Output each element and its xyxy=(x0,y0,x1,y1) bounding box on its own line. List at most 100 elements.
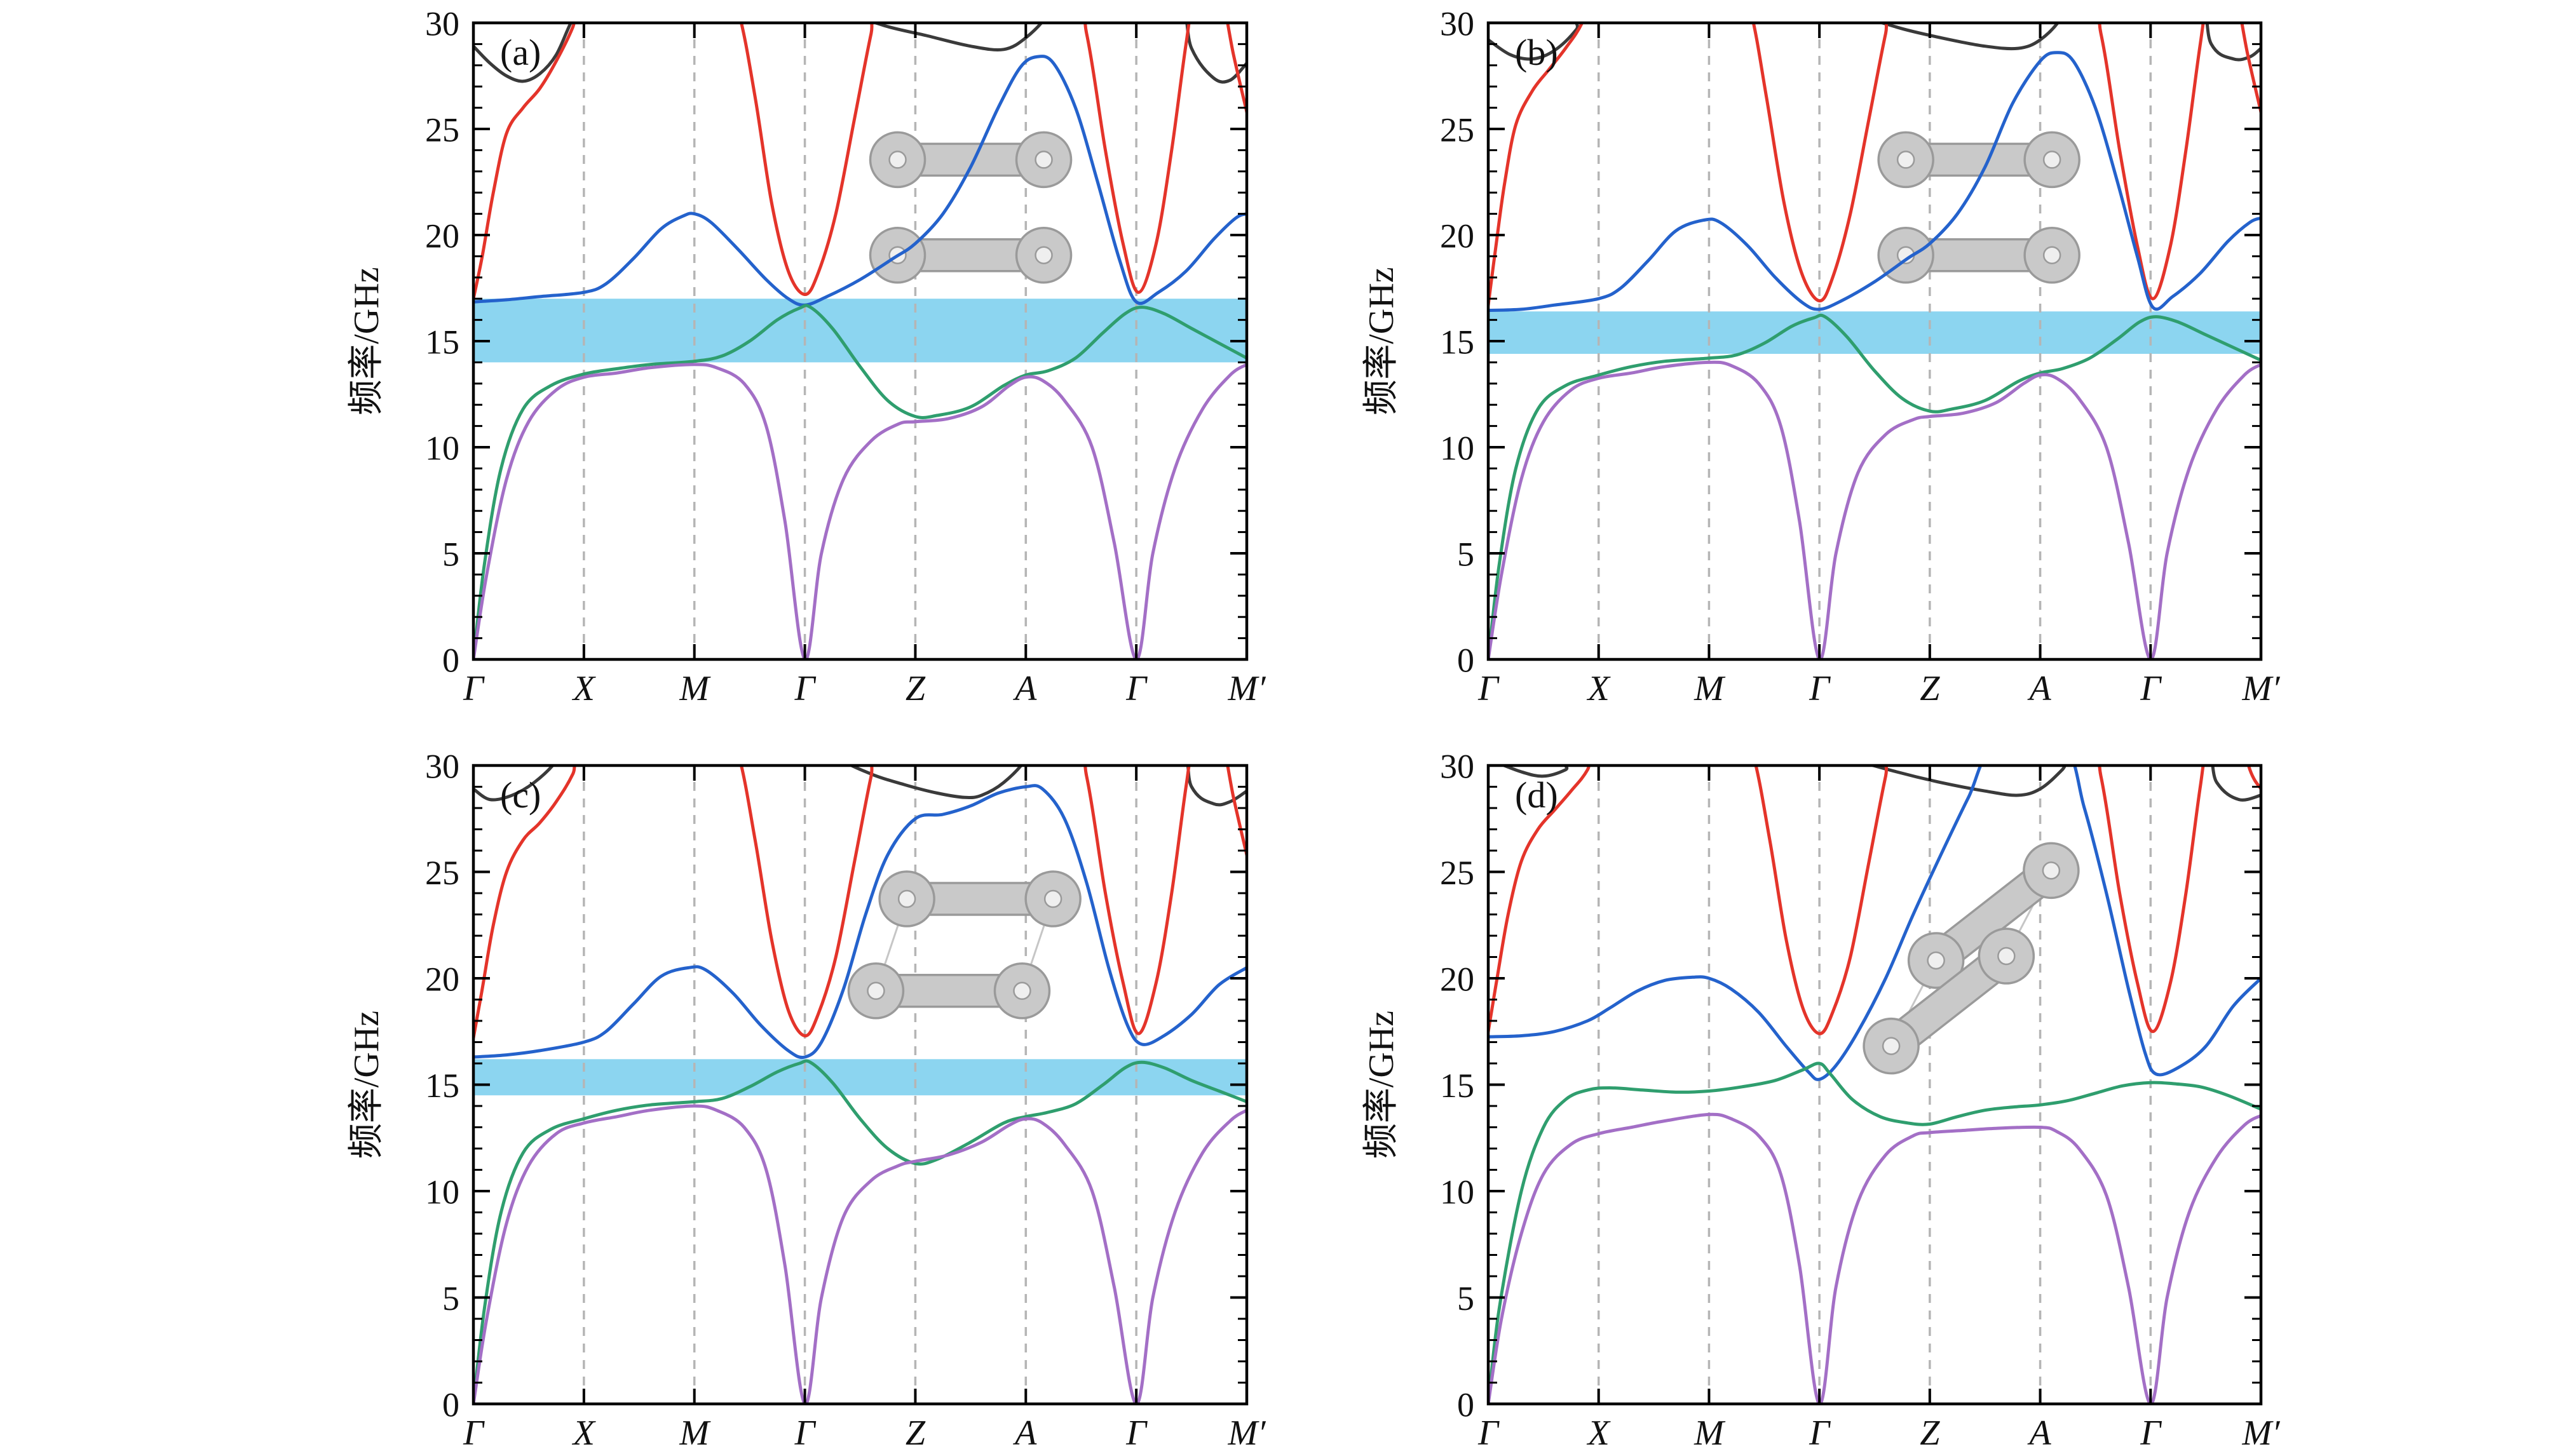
y-tick-label: 15 xyxy=(425,1067,459,1105)
y-axis-title: 频率/GHz xyxy=(347,267,386,415)
x-tick-label: Γ xyxy=(2140,1413,2162,1453)
lattice-inset xyxy=(847,870,1082,1020)
band4-red-curve xyxy=(473,765,1247,1040)
dumbbell-inset-shape xyxy=(1877,131,2080,189)
band-gap-region xyxy=(1488,311,2261,354)
dumbbell-inset-shape xyxy=(878,870,1082,927)
panel-label: (a) xyxy=(500,32,541,73)
dispersion-curves xyxy=(473,23,1247,659)
y-tick-label: 5 xyxy=(1457,535,1474,573)
x-tick-label: M′ xyxy=(1228,1413,1266,1453)
x-tick-label: Γ xyxy=(794,1413,817,1453)
panel-a: 0 5 10 15 20 25 30 Γ X M Γ Z A Γ M′ (a) 频率/GHz xyxy=(347,4,1266,708)
y-tick-label: 10 xyxy=(425,429,459,467)
y-tick-label: 5 xyxy=(442,1279,459,1318)
dumbbell-disk-center xyxy=(2042,861,2061,880)
y-tick-label: 25 xyxy=(425,111,459,149)
x-tick-label: Γ xyxy=(463,669,485,708)
band2-green-curve xyxy=(473,304,1247,659)
y-tick-label: 15 xyxy=(1440,1067,1474,1105)
dumbbell-disk-center xyxy=(867,981,885,1001)
dumbbell-inset-shape xyxy=(847,962,1051,1020)
x-tick-label: X xyxy=(572,1413,597,1453)
dumbbell-inset-shape xyxy=(869,131,1073,189)
y-tick-label: 0 xyxy=(442,641,459,679)
band3-blue-curve xyxy=(473,55,1247,307)
y-tick-label: 30 xyxy=(1440,747,1474,785)
x-tick-label: A xyxy=(1012,1413,1037,1453)
x-tick-label: A xyxy=(2026,669,2051,708)
band2-green-curve xyxy=(473,1059,1247,1404)
x-tick-label: Γ xyxy=(1125,669,1148,708)
y-tick-label: 5 xyxy=(1457,1279,1474,1318)
dumbbell-disk-center xyxy=(1043,889,1062,908)
band5-black-curve xyxy=(473,23,1247,84)
x-tick-label: Z xyxy=(906,1413,926,1453)
dumbbell-inset-shape xyxy=(1863,927,2035,1075)
dumbbell-disk-center xyxy=(1997,947,2016,966)
y-tick-label: 15 xyxy=(425,323,459,361)
band2-green-curve xyxy=(1488,313,2261,659)
plot-frame xyxy=(1486,764,2263,1406)
y-tick-label: 0 xyxy=(442,1385,459,1424)
x-tick-label: M xyxy=(1693,1413,1726,1453)
panel-c: 0 5 10 15 20 25 30 Γ X M Γ Z A Γ M′ (c) 频率/GHz xyxy=(347,747,1266,1453)
x-tick-label: M xyxy=(1693,669,1726,708)
x-tick-label: Z xyxy=(1920,669,1940,708)
y-axis-title: 频率/GHz xyxy=(1362,267,1401,415)
panel-label: (c) xyxy=(500,774,541,816)
y-tick-label: 30 xyxy=(1440,4,1474,43)
dumbbell-disk-center xyxy=(1896,151,1915,169)
y-tick-label: 30 xyxy=(425,747,459,785)
band5-black-curve xyxy=(1488,23,2261,62)
dumbbell-inset-shape xyxy=(1877,226,2080,284)
y-tick-label: 10 xyxy=(1440,429,1474,467)
band5-black-curve xyxy=(473,765,1247,807)
x-tick-label: M′ xyxy=(2242,669,2281,708)
dumbbell-disk-center xyxy=(2042,151,2061,169)
y-tick-label: 25 xyxy=(425,854,459,892)
band2-green-curve xyxy=(1488,1062,2261,1404)
band3-blue-curve xyxy=(1488,51,2261,313)
y-tick-label: 30 xyxy=(425,4,459,43)
x-tick-label: Γ xyxy=(2140,669,2162,708)
panel-b: 0 5 10 15 20 25 30 Γ X M Γ Z A Γ M′ (b) 频率/GHz xyxy=(1362,4,2281,708)
x-tick-label: X xyxy=(1587,1413,1612,1453)
band4-red-curve xyxy=(1488,765,2261,1035)
x-tick-label: M xyxy=(679,669,711,708)
band-gap-region xyxy=(473,299,1247,363)
x-tick-label: M′ xyxy=(1228,669,1266,708)
dumbbell-disk-center xyxy=(1882,1037,1901,1055)
y-tick-label: 25 xyxy=(1440,111,1474,149)
y-tick-label: 20 xyxy=(1440,217,1474,255)
y-axis-title: 频率/GHz xyxy=(1362,1011,1401,1159)
lattice-inset xyxy=(1877,131,2080,284)
y-tick-label: 0 xyxy=(1457,1385,1474,1424)
x-tick-label: A xyxy=(2026,1413,2051,1453)
y-tick-label: 25 xyxy=(1440,854,1474,892)
band1-purple-curve xyxy=(1488,1112,2261,1404)
dumbbell-disk-center xyxy=(897,889,916,908)
x-tick-label: A xyxy=(1012,669,1037,708)
lattice-inset xyxy=(869,131,1073,284)
x-tick-label: X xyxy=(1587,669,1612,708)
x-tick-label: M′ xyxy=(2242,1413,2281,1453)
y-axis-title: 频率/GHz xyxy=(347,1011,386,1159)
dumbbell-disk-center xyxy=(1927,951,1945,970)
x-tick-label: Γ xyxy=(794,669,817,708)
band-gap-region xyxy=(473,1059,1247,1096)
dumbbell-disk-center xyxy=(1013,981,1031,1001)
lattice-inset xyxy=(1863,842,2080,1075)
y-tick-label: 0 xyxy=(1457,641,1474,679)
y-tick-label: 20 xyxy=(1440,960,1474,998)
x-tick-label: Γ xyxy=(463,1413,485,1453)
y-tick-label: 10 xyxy=(425,1173,459,1211)
panel-label: (d) xyxy=(1515,774,1558,816)
dispersion-curves xyxy=(1488,23,2261,659)
x-tick-label: M xyxy=(679,1413,711,1453)
x-tick-label: Γ xyxy=(1125,1413,1148,1453)
band1-purple-curve xyxy=(473,363,1247,659)
dumbbell-disk-center xyxy=(1035,246,1053,264)
y-tick-label: 20 xyxy=(425,217,459,255)
